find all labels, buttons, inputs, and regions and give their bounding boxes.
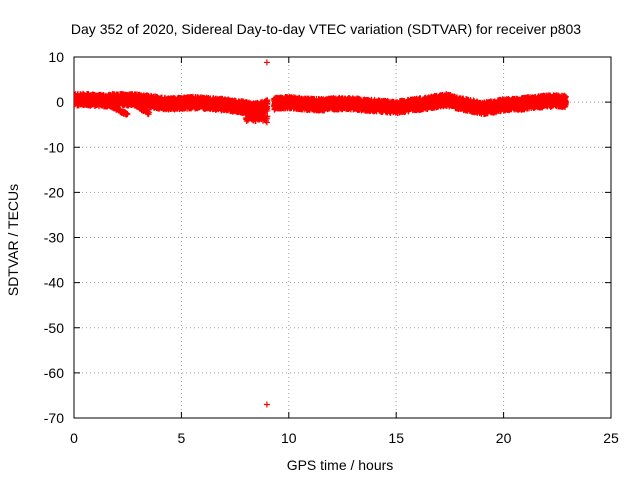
x-tick-labels: 0 5 10 15 20 25 [70, 430, 619, 446]
y-tick-label: -30 [44, 230, 64, 246]
x-tick-label: 25 [603, 430, 619, 446]
y-tick-label: -20 [44, 184, 64, 200]
x-tick-label: 5 [178, 430, 186, 446]
y-tick-label: 10 [48, 49, 64, 65]
y-tick-label: 0 [56, 94, 64, 110]
x-tick-label: 15 [388, 430, 404, 446]
y-tick-label: -60 [44, 365, 64, 381]
chart-title: Day 352 of 2020, Sidereal Day-to-day VTE… [71, 21, 581, 37]
data-point [264, 97, 271, 104]
axis-ticks [73, 56, 612, 419]
y-tick-label: -50 [44, 320, 64, 336]
x-tick-label: 10 [281, 430, 297, 446]
data-point [264, 107, 271, 114]
x-tick-label: 20 [496, 430, 512, 446]
y-tick-label: -70 [44, 410, 64, 426]
y-tick-label: -40 [44, 275, 64, 291]
data-series [74, 90, 569, 125]
y-tick-label: -10 [44, 139, 64, 155]
y-tick-labels: 10 0 -10 -20 -30 -40 -50 -60 -70 [44, 49, 64, 426]
x-tick-label: 0 [70, 430, 78, 446]
